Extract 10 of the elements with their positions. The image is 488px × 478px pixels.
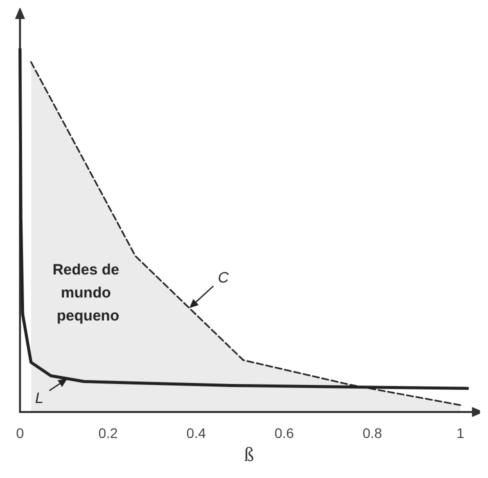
x-tick-label: 0.4 — [186, 425, 206, 441]
annotation: Redes de mundo pequeno — [52, 262, 124, 324]
x-tick-label: 0.8 — [362, 425, 382, 441]
x-tick-label: 0.6 — [274, 425, 294, 441]
x-axis-title: ß — [244, 444, 254, 466]
x-tick-label: 1 — [456, 425, 464, 441]
x-tick-label: 0 — [16, 425, 24, 441]
x-tick-label: 0.2 — [98, 425, 118, 441]
legend-label: L — [35, 390, 44, 408]
text: C — [218, 270, 229, 287]
